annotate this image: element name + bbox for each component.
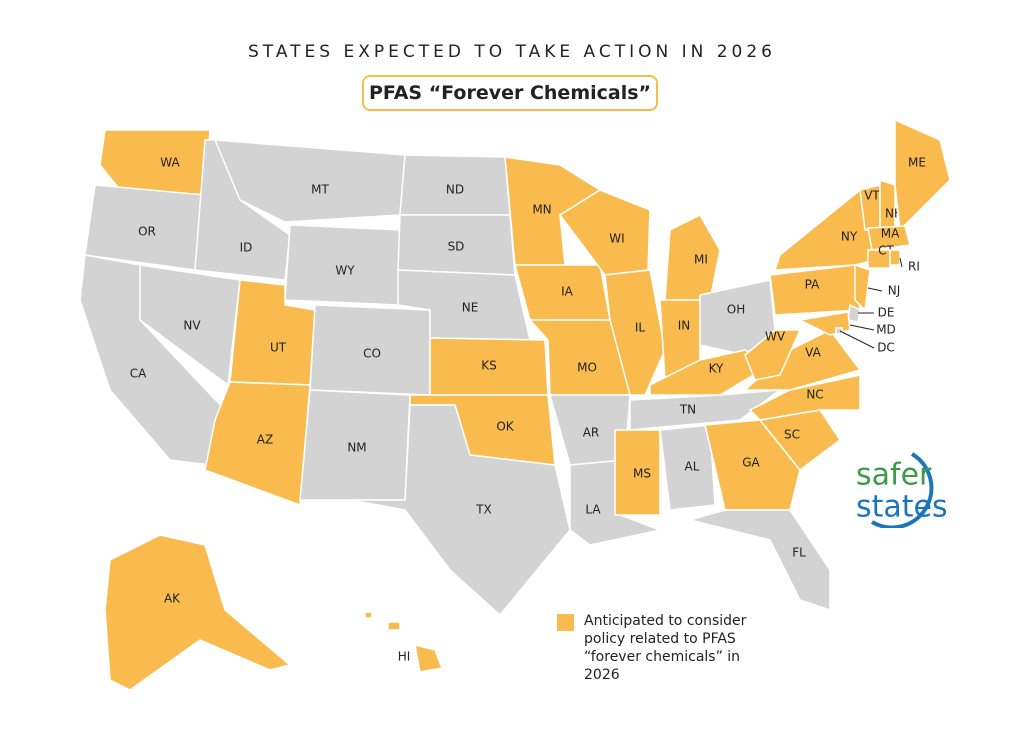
state-label: AK	[164, 592, 181, 606]
state-label: KY	[709, 362, 724, 376]
state-label: DC	[877, 341, 895, 355]
state-shape	[704, 419, 801, 511]
state-label: SC	[784, 428, 800, 442]
state-label: WV	[765, 330, 786, 344]
state-label: MO	[577, 361, 597, 375]
state-label: VA	[805, 346, 821, 360]
state-shape	[867, 249, 891, 269]
state-shape	[687, 509, 831, 612]
title: STATES EXPECTED TO TAKE ACTION IN 2026	[247, 42, 776, 62]
state-label: NE	[462, 301, 479, 315]
state-label: UT	[270, 341, 287, 355]
state-label: NY	[841, 230, 858, 244]
state-label: KS	[481, 359, 497, 373]
state-label: NC	[806, 388, 823, 402]
state-shape	[104, 534, 292, 691]
state-label: SD	[448, 240, 465, 254]
state-label: AZ	[257, 433, 273, 447]
state-label: CA	[130, 367, 147, 381]
state-label: MD	[876, 323, 896, 337]
state-label: ID	[240, 241, 253, 255]
state-shape	[204, 381, 311, 507]
state-label: CO	[363, 347, 381, 361]
callout-line	[849, 324, 875, 331]
state-shape	[867, 225, 911, 251]
state-label: NM	[347, 441, 366, 455]
state-label: WY	[335, 264, 355, 278]
state-shape	[139, 264, 241, 387]
state-label: NJ	[888, 284, 901, 298]
state-label: ND	[446, 183, 464, 197]
state-shape	[664, 214, 721, 301]
state-label: RI	[908, 260, 920, 274]
state-shape	[835, 327, 843, 335]
logo-line2: states	[856, 490, 948, 525]
state-label: MS	[633, 467, 651, 481]
state-label: AL	[685, 460, 700, 474]
state-shape	[773, 188, 876, 271]
state-label: GA	[742, 456, 760, 470]
state-label: NV	[183, 319, 201, 333]
legend-swatch	[557, 614, 574, 631]
state-shape	[854, 263, 871, 312]
state-shape	[894, 118, 951, 232]
callout-line	[899, 257, 903, 268]
state-shape	[604, 269, 666, 396]
subtitle: PFAS “Forever Chemicals”	[362, 75, 658, 111]
state-label: IA	[561, 285, 574, 299]
logo-line1: safer	[856, 458, 932, 493]
state-label: ME	[908, 156, 926, 170]
state-shape	[614, 429, 661, 516]
state-label: TN	[679, 403, 696, 417]
state-label: VT	[864, 189, 880, 203]
state-label: IL	[635, 321, 646, 335]
state-shape	[659, 424, 716, 511]
legend-label: Anticipated to consider policy related t…	[584, 613, 747, 683]
state-label: IN	[678, 319, 691, 333]
state-label: WA	[160, 156, 180, 170]
state-label: DE	[878, 306, 895, 320]
state-label: PA	[805, 278, 820, 292]
state-label: HI	[398, 650, 411, 664]
callout-line	[867, 287, 883, 292]
state-label: OK	[496, 420, 514, 434]
state-label: MA	[881, 227, 900, 241]
state-shape	[889, 249, 901, 266]
state-label: WI	[609, 232, 624, 246]
state-shape	[744, 329, 802, 381]
state-shape	[364, 611, 444, 673]
state-shape	[213, 139, 406, 223]
state-label: OR	[138, 225, 156, 239]
callout-line	[839, 330, 875, 349]
state-label: MT	[311, 183, 329, 197]
state-label: LA	[585, 503, 601, 517]
state-shape	[558, 189, 651, 276]
state-label: TX	[475, 503, 492, 517]
legend: Anticipated to consider policy related t…	[557, 612, 767, 684]
state-label: MN	[532, 203, 551, 217]
state-shape	[349, 404, 571, 617]
state-label: OH	[727, 303, 745, 317]
state-label: FL	[792, 546, 806, 560]
logo: safer states	[856, 452, 948, 528]
logo-arc	[870, 452, 934, 528]
state-shape	[99, 129, 211, 196]
state-label: AR	[583, 426, 600, 440]
state-label: MI	[694, 253, 708, 267]
